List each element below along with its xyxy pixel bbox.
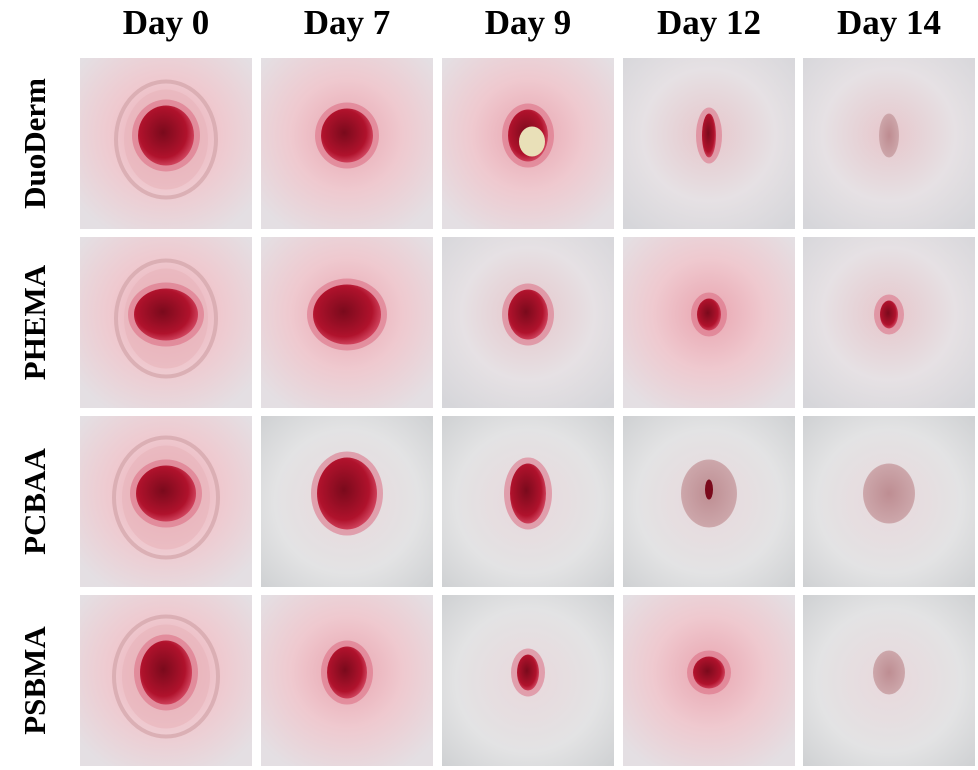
- wound-photo: [261, 595, 433, 766]
- wound-photo: [261, 237, 433, 408]
- scab: [519, 126, 545, 157]
- row-label: PCBAA: [17, 448, 52, 555]
- row-label: PHEMA: [17, 264, 52, 380]
- wound-photo: [623, 237, 795, 408]
- wound-photo: [80, 237, 252, 408]
- column-header: Day 12: [657, 3, 761, 42]
- wound: [138, 105, 194, 166]
- wound-core: [705, 479, 713, 500]
- wound: [702, 113, 716, 158]
- column-header: Day 14: [837, 3, 941, 42]
- wound-photo: [261, 416, 433, 587]
- wound-photo: [442, 595, 614, 766]
- wound-photo: [442, 416, 614, 587]
- splint-ring: [114, 258, 218, 379]
- wound: [321, 108, 373, 163]
- wound-photo: [442, 237, 614, 408]
- wound-photo: [803, 58, 975, 229]
- wound-photo: [803, 237, 975, 408]
- wound: [313, 284, 381, 345]
- wound: [327, 646, 367, 699]
- wound-photo: [80, 416, 252, 587]
- wound-photo: [261, 58, 433, 229]
- wound-photo: [80, 58, 252, 229]
- wound: [697, 298, 721, 331]
- healed-area: [863, 463, 915, 524]
- wound: [508, 289, 548, 340]
- wound: [317, 457, 377, 530]
- wound-photo: [803, 595, 975, 766]
- column-header: Day 7: [304, 3, 391, 42]
- wound-photo: [623, 416, 795, 587]
- healed-area: [879, 113, 899, 158]
- wound: [693, 656, 725, 689]
- wound-photo: [803, 416, 975, 587]
- column-header: Day 0: [123, 3, 210, 42]
- wound-photo: [623, 58, 795, 229]
- wound: [136, 465, 196, 522]
- wound: [140, 640, 192, 705]
- wound: [880, 300, 898, 329]
- row-label: PSBMA: [17, 626, 52, 735]
- wound: [134, 288, 198, 341]
- wound-photo: [442, 58, 614, 229]
- wound-photo: [623, 595, 795, 766]
- wound: [517, 654, 539, 691]
- row-label: DuoDerm: [17, 78, 52, 209]
- column-header: Day 9: [485, 3, 572, 42]
- splint-ring: [114, 79, 218, 200]
- wound: [510, 463, 546, 524]
- splint-ring: [112, 614, 220, 739]
- healed-area: [873, 650, 905, 695]
- wound-photo: [80, 595, 252, 766]
- splint-ring: [112, 435, 220, 560]
